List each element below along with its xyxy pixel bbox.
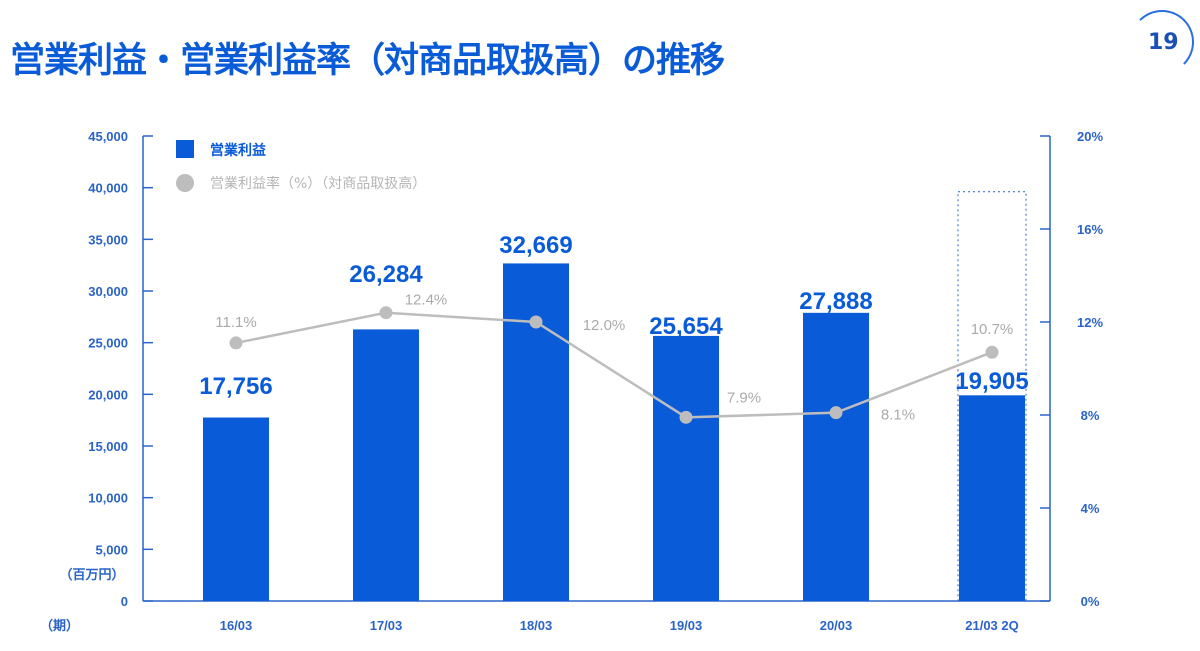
- page-number-badge: 19: [1130, 10, 1194, 74]
- rate-point: [379, 306, 393, 320]
- rate-point: [529, 315, 543, 329]
- bar-value-label: 25,654: [649, 313, 723, 340]
- x-tick-label: 19/03: [670, 618, 703, 633]
- rate-value-label: 12.0%: [583, 317, 626, 334]
- bar-value-label: 27,888: [799, 288, 872, 315]
- bar: [203, 417, 269, 601]
- y-tick-label: 40,000: [88, 181, 128, 196]
- bar-value-label: 32,669: [499, 232, 572, 259]
- y-tick-label: 15,000: [88, 439, 128, 454]
- legend-bar-label: 営業利益: [210, 142, 266, 159]
- y2-tick-label: 8%: [1081, 408, 1100, 423]
- legend-line-swatch: [176, 174, 194, 192]
- bar-value-label: 26,284: [349, 261, 423, 288]
- y-tick-label: 30,000: [88, 284, 128, 299]
- bar: [353, 329, 419, 601]
- y2-tick-label: 12%: [1077, 315, 1103, 330]
- x-tick-label: 16/03: [220, 618, 253, 633]
- rate-value-label: 11.1%: [215, 314, 256, 331]
- rate-value-label: 12.4%: [405, 292, 448, 309]
- bar: [503, 263, 569, 601]
- y-tick-label: 20,000: [88, 387, 128, 402]
- rate-value-label: 8.1%: [881, 407, 915, 424]
- y-tick-label: 10,000: [88, 491, 128, 506]
- bar: [653, 335, 719, 601]
- y2-tick-label: 0%: [1081, 594, 1100, 609]
- y2-tick-label: 16%: [1077, 222, 1103, 237]
- page-number: 19: [1148, 30, 1179, 55]
- x-tick-label: 18/03: [520, 618, 553, 633]
- bar: [959, 395, 1025, 601]
- legend-bar-swatch: [176, 140, 194, 158]
- x-tick-label: 20/03: [820, 618, 853, 633]
- x-tick-label: 21/03 2Q: [965, 618, 1019, 633]
- y-axis-unit: （百万円）: [59, 567, 124, 582]
- y-tick-label: 5,000: [95, 542, 128, 557]
- y2-tick-label: 4%: [1081, 501, 1100, 516]
- rate-point: [229, 336, 243, 350]
- y-tick-label: 35,000: [88, 232, 128, 247]
- y-tick-label: 0: [121, 594, 128, 609]
- bar: [803, 312, 869, 601]
- rate-point: [985, 345, 999, 359]
- rate-point: [829, 406, 843, 420]
- y-tick-label: 45,000: [88, 129, 128, 144]
- bar-value-label: 17,756: [199, 373, 272, 400]
- bar-value-label: 19,905: [955, 368, 1028, 395]
- y2-tick-label: 20%: [1077, 129, 1103, 144]
- page-title: 営業利益・営業利益率（対商品取扱高）の推移: [10, 41, 725, 81]
- rate-value-label: 7.9%: [727, 389, 761, 406]
- legend-line-label: 営業利益率（%）（対商品取扱高）: [210, 175, 426, 192]
- x-axis-label: （期）: [40, 618, 79, 633]
- rate-point: [679, 410, 693, 424]
- rate-value-label: 10.7%: [971, 321, 1014, 338]
- y-tick-label: 25,000: [88, 336, 128, 351]
- rate-line: [235, 311, 993, 419]
- x-tick-label: 17/03: [370, 618, 403, 633]
